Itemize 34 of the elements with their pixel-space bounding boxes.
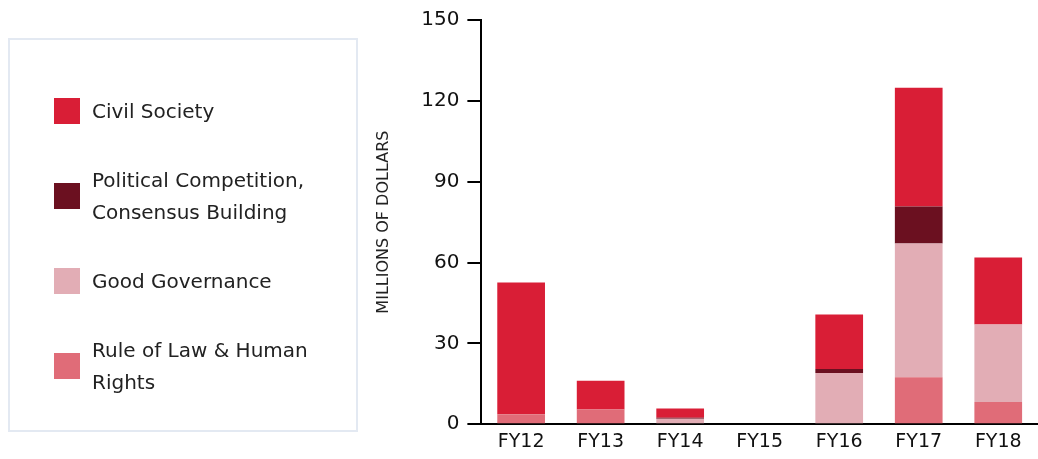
y-tick-label: 150 <box>421 6 460 31</box>
bar <box>974 402 1023 424</box>
bar <box>815 314 864 369</box>
legend-label: Good Governance <box>92 267 272 295</box>
x-tick-label: FY16 <box>815 428 863 451</box>
x-tick-label: FY18 <box>974 428 1022 451</box>
bar <box>894 87 943 207</box>
bar <box>497 282 545 415</box>
x-tick-label: FY17 <box>895 428 943 451</box>
bar <box>656 408 705 418</box>
y-tick-label: 0 <box>446 410 460 435</box>
y-tick-label: 120 <box>421 87 460 112</box>
y-tick-label: 90 <box>433 167 460 192</box>
bar <box>656 418 705 424</box>
bar <box>815 373 864 424</box>
legend-label: Rule of Law & Human Rights <box>92 336 309 396</box>
bar <box>576 409 625 424</box>
bar <box>974 257 1023 325</box>
bar <box>974 324 1023 403</box>
bar <box>894 206 943 244</box>
y-axis-title: MILLIONS OF DOLLARS <box>372 130 392 314</box>
bar <box>894 243 943 378</box>
bar <box>497 414 545 424</box>
y-tick-label: 60 <box>433 248 460 273</box>
y-tick-label: 30 <box>433 329 460 354</box>
legend-label: Civil Society <box>92 97 215 125</box>
x-tick-label: FY15 <box>736 428 784 451</box>
legend-label: Political Competition, Consensus Building <box>92 166 305 226</box>
bar <box>815 368 864 373</box>
bar <box>894 377 943 424</box>
x-tick-label: FY12 <box>497 428 545 451</box>
x-tick-label: FY14 <box>656 428 704 451</box>
x-tick-label: FY13 <box>577 428 625 451</box>
bar <box>576 380 625 410</box>
